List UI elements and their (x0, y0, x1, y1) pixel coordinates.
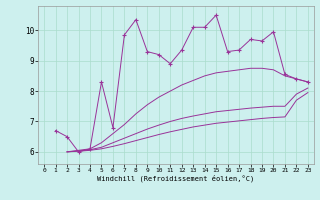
X-axis label: Windchill (Refroidissement éolien,°C): Windchill (Refroidissement éolien,°C) (97, 175, 255, 182)
